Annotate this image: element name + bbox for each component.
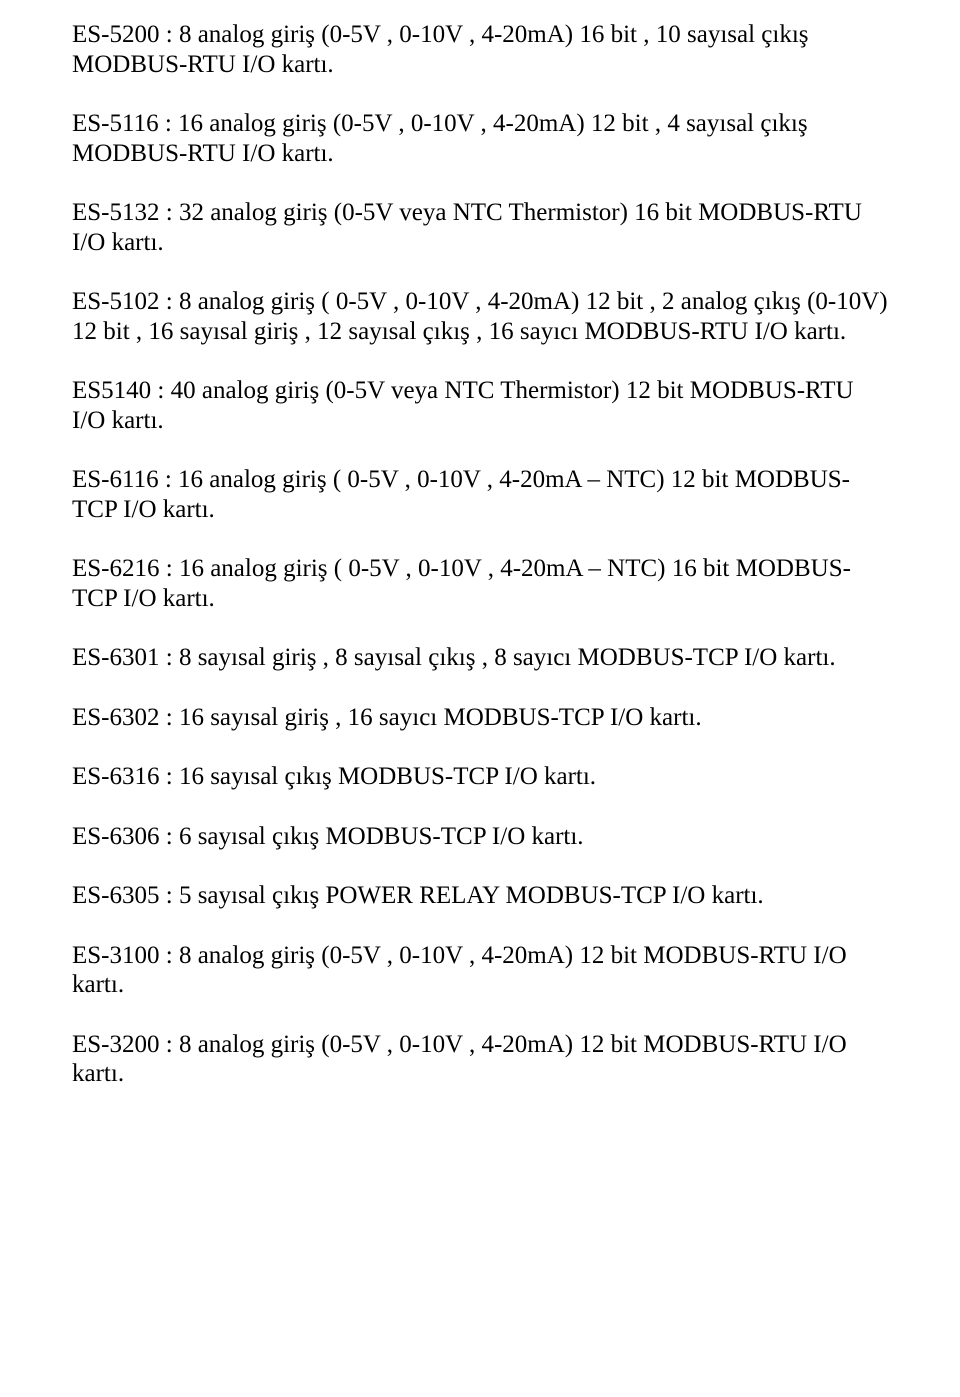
product-entry: ES-5116 : 16 analog giriş (0-5V , 0-10V … xyxy=(72,109,888,168)
product-entry: ES-3100 : 8 analog giriş (0-5V , 0-10V ,… xyxy=(72,941,888,1000)
product-entry: ES-3200 : 8 analog giriş (0-5V , 0-10V ,… xyxy=(72,1030,888,1089)
document-page: ES-5200 : 8 analog giriş (0-5V , 0-10V ,… xyxy=(0,0,960,1397)
product-entry: ES5140 : 40 analog giriş (0-5V veya NTC … xyxy=(72,376,888,435)
product-entry: ES-6305 : 5 sayısal çıkış POWER RELAY MO… xyxy=(72,881,888,911)
product-entry: ES-6316 : 16 sayısal çıkış MODBUS-TCP I/… xyxy=(72,762,888,792)
product-entry: ES-6302 : 16 sayısal giriş , 16 sayıcı M… xyxy=(72,703,888,733)
product-entry: ES-5102 : 8 analog giriş ( 0-5V , 0-10V … xyxy=(72,287,888,346)
product-entry: ES-6216 : 16 analog giriş ( 0-5V , 0-10V… xyxy=(72,554,888,613)
product-entry: ES-6301 : 8 sayısal giriş , 8 sayısal çı… xyxy=(72,643,888,673)
product-entry: ES-6306 : 6 sayısal çıkış MODBUS-TCP I/O… xyxy=(72,822,888,852)
product-entry: ES-5200 : 8 analog giriş (0-5V , 0-10V ,… xyxy=(72,20,888,79)
product-entry: ES-6116 : 16 analog giriş ( 0-5V , 0-10V… xyxy=(72,465,888,524)
product-entry: ES-5132 : 32 analog giriş (0-5V veya NTC… xyxy=(72,198,888,257)
